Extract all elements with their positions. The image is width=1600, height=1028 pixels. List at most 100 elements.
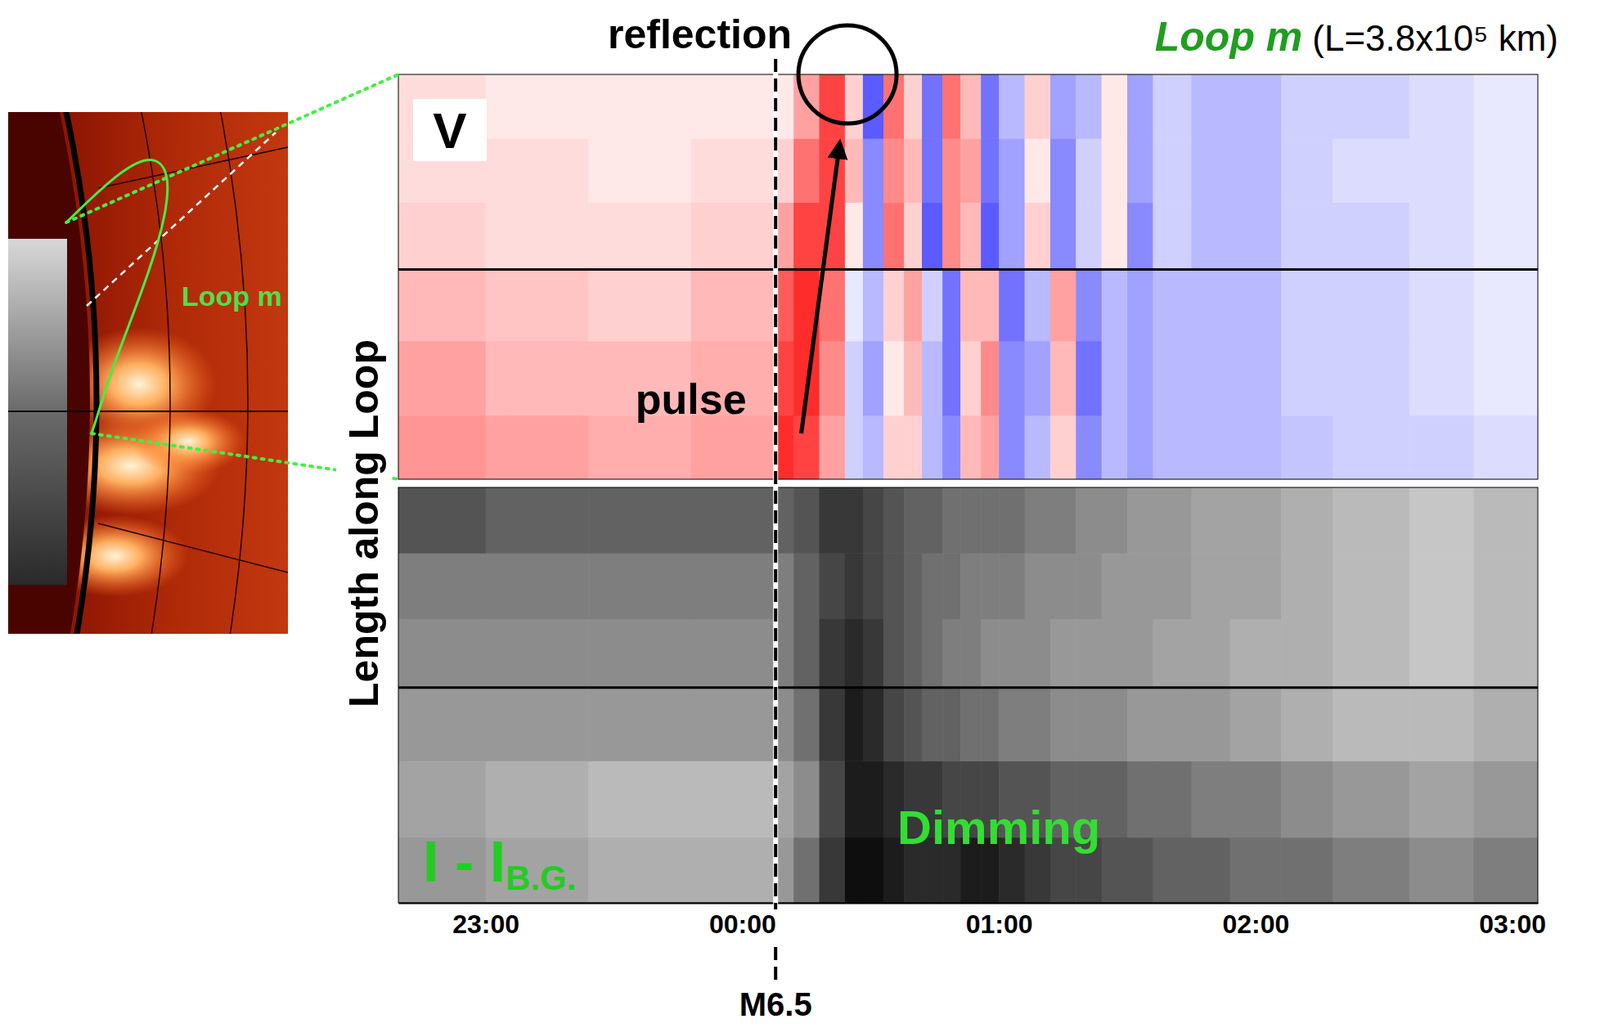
heatmap-cell	[691, 552, 777, 620]
heatmap-cell	[883, 618, 905, 688]
heatmap-cell	[1152, 487, 1192, 554]
connector-line	[91, 433, 335, 470]
heatmap-cell	[1152, 74, 1192, 140]
inset-label: Loop m	[181, 280, 283, 312]
heatmap-cell	[998, 415, 1025, 480]
annotation-label: pulse	[635, 375, 747, 423]
plot-area	[398, 487, 1538, 904]
heatmap-cell	[1409, 760, 1475, 838]
heatmap-cell	[793, 415, 820, 480]
heatmap-cell	[942, 138, 962, 203]
loop-top-line	[398, 268, 1538, 271]
heatmap-cell	[793, 618, 820, 688]
inset-grid-line	[98, 523, 288, 573]
heatmap-cell	[921, 269, 944, 342]
heatmap-cell	[1409, 74, 1475, 140]
heatmap-cell	[691, 138, 777, 203]
heatmap-cell	[844, 341, 864, 417]
heatmap-cell	[980, 341, 1000, 417]
heatmap-cell	[980, 202, 1000, 270]
heatmap-cell	[1050, 74, 1077, 140]
heatmap-cell	[819, 74, 846, 140]
heatmap-cell	[960, 415, 982, 480]
heatmap-cell	[819, 837, 846, 904]
heatmap-cell	[775, 552, 795, 620]
heatmap-cell	[980, 138, 1000, 203]
heatmap-cell	[1474, 687, 1538, 762]
heatmap-cell	[793, 202, 820, 270]
heatmap-cell	[998, 269, 1025, 342]
heatmap-cell	[485, 202, 589, 270]
axis-line	[399, 903, 1539, 905]
heatmap-cell	[862, 269, 885, 342]
heatmap-cell	[1127, 74, 1154, 140]
heatmap-cell	[921, 202, 944, 270]
heatmap-cell	[819, 760, 846, 838]
heatmap-cell	[883, 415, 905, 480]
heatmap-cell	[588, 74, 692, 140]
heatmap-cell	[942, 341, 962, 417]
heatmap-cell	[398, 487, 486, 554]
heatmap-cell	[1332, 269, 1411, 342]
heatmap-cell	[485, 74, 589, 140]
x-tick: 00:00	[709, 903, 777, 940]
heatmap-cell	[862, 341, 885, 417]
x-tick-label: 02:00	[1222, 909, 1290, 940]
x-tick-label: 23:00	[452, 909, 520, 940]
heatmap-cell	[485, 760, 589, 838]
heatmap-cell	[1024, 202, 1052, 270]
heatmap-cell	[1191, 760, 1231, 838]
heatmap-cell	[1474, 138, 1538, 203]
heatmap-cell	[844, 202, 864, 270]
heatmap-cell	[1050, 415, 1077, 480]
heatmap-cell	[960, 138, 982, 203]
heatmap-cell	[883, 202, 905, 270]
heatmap-cell	[1230, 74, 1282, 140]
heatmap-cell	[1050, 487, 1077, 554]
heatmap-cell	[1191, 341, 1231, 417]
heatmap-cell	[1230, 552, 1282, 620]
heatmap-cell	[1024, 341, 1052, 417]
heatmap-cell	[903, 618, 923, 688]
heatmap-cell	[960, 687, 982, 762]
heatmap-cell	[862, 415, 885, 480]
heatmap-cell	[980, 687, 1000, 762]
heatmap-cell	[1409, 552, 1475, 620]
heatmap-cell	[942, 74, 962, 140]
title: Loop m(L=3.8x10⁵ km)	[1155, 13, 1559, 60]
heatmap-cell	[1075, 415, 1102, 480]
heatmap-cell	[1280, 687, 1333, 762]
x-tick-label: 01:00	[966, 909, 1034, 940]
heatmap-cell	[1474, 202, 1538, 270]
heatmap-cell	[921, 487, 944, 554]
heatmap-cell	[793, 487, 820, 554]
heatmap-cell	[793, 687, 820, 762]
heatmap-cell	[793, 552, 820, 620]
heatmap-cell	[1409, 837, 1475, 904]
heatmap-cell	[1280, 760, 1333, 838]
heatmap-cell	[1409, 202, 1475, 270]
heatmap-cell	[998, 487, 1025, 554]
heatmap-cell	[1101, 618, 1129, 688]
heatmap-cell	[1332, 74, 1411, 140]
heatmap-cell	[1409, 618, 1475, 688]
heatmap-cell	[1075, 202, 1102, 270]
heatmap-cell	[903, 415, 923, 480]
heatmap-cell	[862, 138, 885, 203]
heatmap-cell	[1474, 487, 1538, 554]
heatmap-cell	[1191, 618, 1231, 688]
heatmap-cell	[775, 837, 795, 904]
heatmap-cell	[1409, 415, 1475, 480]
heatmap-cell	[1075, 618, 1102, 688]
panel-label-subscript: B.G.	[505, 858, 576, 898]
heatmap-cell	[588, 552, 692, 620]
heatmap-cell	[1191, 138, 1231, 203]
heatmap-cell	[844, 552, 864, 620]
heatmap-cell	[775, 341, 795, 417]
x-tick: 02:00	[1222, 903, 1290, 940]
panel-label: I - IB.G.	[422, 830, 576, 898]
heatmap-cell	[1050, 202, 1077, 270]
heatmap-cell	[903, 341, 923, 417]
heatmap-cell	[1152, 202, 1192, 270]
heatmap-cell	[1127, 415, 1154, 480]
